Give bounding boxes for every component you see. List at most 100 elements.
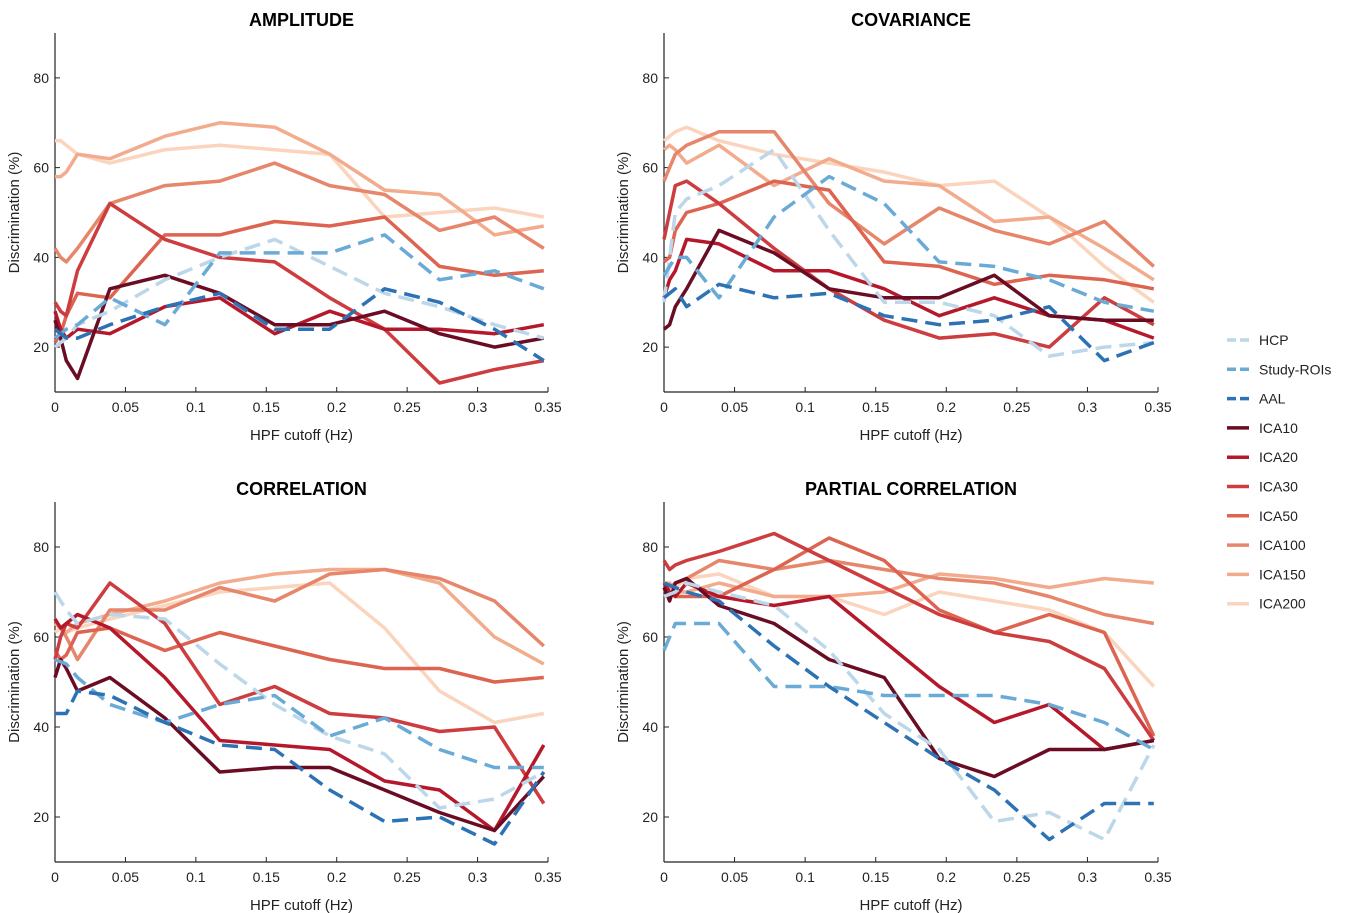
series-line-ica100: [53, 161, 545, 264]
series-line-ica10: [662, 576, 1155, 779]
x-axis-label: HPF cutoff (Hz): [859, 427, 962, 444]
chart-title: COVARIANCE: [851, 10, 971, 30]
x-tick-label: 0.25: [1003, 399, 1030, 415]
x-tick-label: 0.15: [253, 869, 280, 885]
series-line-ica10: [53, 273, 545, 381]
series-line-ica150: [662, 143, 1155, 282]
series-line-ica50: [662, 179, 1155, 291]
x-tick-label: 0.2: [327, 399, 347, 415]
series-line-study-rois: [54, 657, 544, 770]
y-tick-label: 40: [642, 719, 658, 735]
x-tick-label: 0.1: [795, 869, 815, 885]
series-line-ica200: [662, 125, 1155, 304]
y-axis-label: Discrimination (%): [615, 621, 632, 743]
panel-correlation: CORRELATION 0 0.05 0.1 0.15 0.2 0.25 0.3 0.35 20 4…: [6, 479, 562, 913]
series-line-study-rois: [662, 174, 1155, 313]
x-tick-label: 0: [660, 399, 668, 415]
legend-item-study-rois: Study-ROIs: [1227, 361, 1331, 377]
x-tick-label: 0.15: [862, 399, 889, 415]
legend-item-ica20: ICA20: [1227, 449, 1298, 465]
x-tick-label: 0.15: [253, 399, 280, 415]
legend-label: ICA200: [1259, 596, 1306, 612]
x-tick-label: 0.3: [1078, 399, 1098, 415]
x-tick-label: 0.3: [468, 869, 488, 885]
series-line-ica150: [53, 567, 545, 666]
series-line-hcp: [663, 581, 1156, 842]
x-tick-label: 0.05: [721, 869, 748, 885]
y-tick-label: 40: [642, 249, 658, 265]
legend-label: AAL: [1259, 391, 1286, 407]
x-tick-label: 0.3: [468, 399, 488, 415]
y-axis-label: Discrimination (%): [615, 152, 632, 274]
series-line-ica20: [662, 237, 1155, 340]
chart-title: AMPLITUDE: [249, 10, 354, 30]
legend-label: ICA50: [1259, 508, 1298, 524]
series-line-hcp: [662, 147, 1154, 358]
legend-label: ICA20: [1259, 449, 1298, 465]
x-tick-label: 0.1: [186, 869, 206, 885]
series-line-hcp: [53, 591, 545, 810]
x-tick-label: 0.05: [112, 399, 139, 415]
y-tick-label: 40: [33, 249, 49, 265]
legend-label: ICA150: [1259, 566, 1306, 582]
legend-item-ica50: ICA50: [1227, 508, 1298, 524]
legend-item-ica30: ICA30: [1227, 479, 1298, 495]
series-line-ica150: [664, 572, 1154, 599]
y-tick-label: 20: [33, 809, 49, 825]
y-tick-label: 60: [33, 629, 49, 645]
y-tick-label: 20: [642, 809, 658, 825]
x-tick-label: 0.3: [1078, 869, 1098, 885]
series-line-ica50: [662, 536, 1156, 737]
series-line-aal: [55, 689, 546, 846]
series-line-ica100: [662, 129, 1155, 268]
chart-title: PARTIAL CORRELATION: [805, 479, 1017, 499]
series-line-ica10: [662, 228, 1154, 331]
x-tick-label: 0.05: [721, 399, 748, 415]
series-line-ica150: [55, 121, 545, 237]
x-tick-label: 0.35: [534, 869, 561, 885]
x-axis-label: HPF cutoff (Hz): [250, 427, 353, 444]
x-tick-label: 0.1: [795, 399, 815, 415]
legend: HCP Study-ROIs AAL ICA10 ICA20 ICA30 ICA50 ICA1…: [1227, 332, 1331, 612]
y-tick-label: 80: [642, 70, 658, 86]
legend-item-aal: AAL: [1227, 391, 1286, 407]
legend-label: ICA10: [1259, 420, 1298, 436]
y-tick-label: 20: [33, 339, 49, 355]
legend-label: Study-ROIs: [1259, 361, 1331, 377]
legend-label: HCP: [1259, 332, 1289, 348]
x-tick-label: 0.1: [186, 399, 206, 415]
x-tick-label: 0.05: [112, 869, 139, 885]
series-line-ica100: [53, 567, 545, 662]
x-tick-label: 0.2: [937, 869, 957, 885]
y-tick-label: 60: [33, 160, 49, 176]
legend-label: ICA100: [1259, 537, 1306, 553]
x-axis-label: HPF cutoff (Hz): [859, 897, 962, 913]
panel-amplitude: AMPLITUDE 0 0.05 0.1 0.15 0.2 0.25 0.3 0.35 20 40 6…: [6, 10, 562, 444]
y-tick-label: 20: [642, 339, 658, 355]
y-tick-label: 80: [642, 539, 658, 555]
series-line-ica200: [662, 572, 1156, 688]
series-line-aal: [53, 287, 545, 363]
x-tick-label: 0.25: [394, 869, 421, 885]
series-line-ica50: [53, 626, 544, 684]
series-line-study-rois: [662, 621, 1155, 752]
legend-item-ica10: ICA10: [1227, 420, 1298, 436]
legend-item-hcp: HCP: [1227, 332, 1289, 348]
x-tick-label: 0.15: [862, 869, 889, 885]
y-tick-label: 60: [642, 160, 658, 176]
panel-partial-correlation: PARTIAL CORRELATION 0 0.05 0.1 0.15 0.2 0.25 0.…: [615, 479, 1172, 913]
y-tick-label: 40: [33, 719, 49, 735]
series-line-study-rois: [53, 233, 545, 340]
y-axis-label: Discrimination (%): [6, 621, 23, 743]
x-tick-label: 0: [51, 869, 59, 885]
y-tick-label: 80: [33, 70, 49, 86]
series-line-aal: [663, 581, 1154, 842]
series-line-aal: [662, 282, 1155, 363]
x-tick-label: 0.2: [937, 399, 957, 415]
panel-covariance: COVARIANCE 0 0.05 0.1 0.15 0.2 0.25 0.3 0.35 20 40…: [615, 10, 1172, 444]
x-tick-label: 0.2: [327, 869, 347, 885]
x-tick-label: 0.35: [534, 399, 561, 415]
y-tick-label: 60: [642, 629, 658, 645]
x-tick-label: 0.35: [1144, 399, 1171, 415]
